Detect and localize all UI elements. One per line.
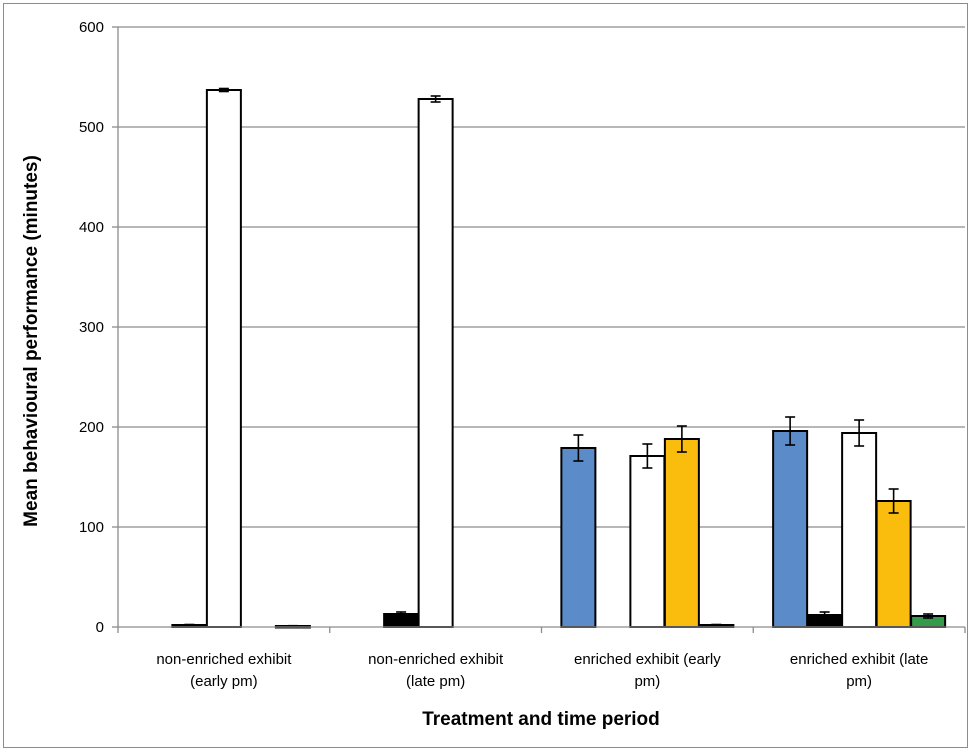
axes: [112, 26, 966, 633]
y-tick-label: 500: [79, 119, 104, 136]
y-tick-label: 300: [79, 319, 104, 336]
bar: [841, 432, 878, 628]
bar: [875, 500, 912, 628]
x-category-labels: non-enriched exhibit (early pm)non-enrich…: [156, 651, 928, 690]
x-category-label-line: (late pm): [406, 673, 465, 690]
x-category-label-line: pm): [846, 673, 872, 690]
x-category-label-line: non-enriched exhibit: [156, 651, 292, 668]
x-category-label-line: non-enriched exhibit: [368, 651, 504, 668]
bar: [560, 447, 597, 628]
y-tick-labels: 0 100 200 300 400 500 600: [79, 19, 104, 636]
bars: [171, 89, 947, 629]
x-category-label: non-enriched exhibit (late pm): [368, 651, 504, 690]
bar: [663, 438, 700, 628]
bar: [417, 98, 454, 628]
x-category-label: non-enriched exhibit (early pm): [156, 651, 292, 690]
bar: [629, 455, 666, 628]
x-category-label-line: pm): [634, 673, 660, 690]
y-tick-label: 600: [79, 19, 104, 36]
x-category-label-line: (early pm): [190, 673, 258, 690]
x-category-label-line: enriched exhibit (early: [574, 651, 721, 668]
x-category-label: enriched exhibit (early pm): [574, 651, 721, 690]
x-category-label-line: enriched exhibit (late: [790, 651, 928, 668]
bar: [772, 430, 809, 628]
bar: [205, 89, 242, 628]
y-tick-label: 200: [79, 419, 104, 436]
x-category-label: enriched exhibit (late pm): [790, 651, 928, 690]
y-tick-label: 100: [79, 519, 104, 536]
gridlines: [118, 26, 965, 528]
y-axis-title: Mean behavioural performance (minutes): [21, 155, 42, 527]
y-tick-label: 400: [79, 219, 104, 236]
y-tick-label: 0: [96, 619, 104, 636]
x-axis-title: Treatment and time period: [422, 709, 660, 730]
error-bars: [184, 87, 934, 628]
